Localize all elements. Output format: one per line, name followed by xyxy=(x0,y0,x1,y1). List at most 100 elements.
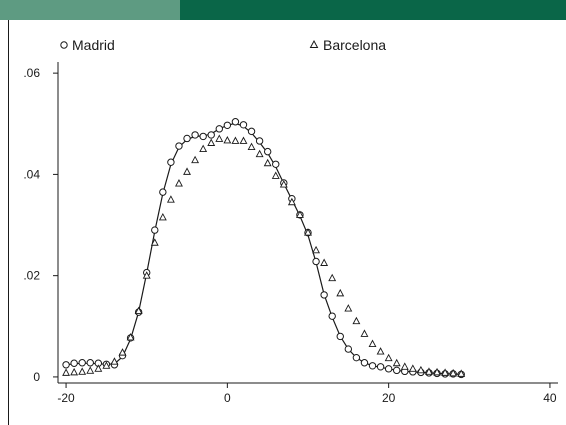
barcelona-point xyxy=(183,167,191,175)
madrid-point xyxy=(376,363,385,371)
madrid-point xyxy=(239,121,248,129)
barcelona-point xyxy=(328,273,337,282)
barcelona-point xyxy=(336,288,345,297)
barcelona-point xyxy=(158,212,167,221)
legend-label-madrid: Madrid xyxy=(72,37,115,53)
legend-marker-madrid xyxy=(60,41,68,49)
x-tick-label: 20 xyxy=(382,391,396,405)
barcelona-point xyxy=(433,367,441,376)
barcelona-point xyxy=(384,353,393,362)
barcelona-point xyxy=(304,228,312,236)
y-tick-label: .04 xyxy=(23,167,40,181)
barcelona-point xyxy=(271,171,280,179)
legend: Madrid Barcelona xyxy=(60,37,386,53)
barcelona-point xyxy=(126,332,135,341)
barcelona-point xyxy=(352,316,361,325)
barcelona-point xyxy=(344,304,353,312)
madrid-point xyxy=(255,137,264,145)
madrid-point xyxy=(191,131,199,139)
barcelona-point xyxy=(215,134,224,142)
madrid-point xyxy=(263,147,272,156)
barcelona-point xyxy=(287,197,296,206)
madrid-point xyxy=(231,118,240,126)
barcelona-point xyxy=(416,365,425,374)
barcelona-point xyxy=(263,158,272,167)
madrid-point xyxy=(320,291,328,299)
left-border-rule xyxy=(8,20,9,425)
barcelona-point xyxy=(78,367,87,375)
barcelona-point xyxy=(191,155,200,164)
madrid-point xyxy=(393,366,401,375)
madrid-point xyxy=(86,359,94,367)
madrid-point xyxy=(312,257,320,266)
madrid-point xyxy=(328,312,336,320)
barcelona-point xyxy=(134,306,143,315)
barcelona-point xyxy=(166,195,175,203)
madrid-point xyxy=(175,142,183,150)
madrid-point xyxy=(151,226,159,234)
barcelona-point xyxy=(441,368,450,376)
barcelona-point xyxy=(118,348,127,356)
madrid-point xyxy=(207,131,215,139)
barcelona-point xyxy=(239,136,248,144)
barcelona-point xyxy=(175,179,183,187)
barcelona-point xyxy=(231,136,240,144)
madrid-point xyxy=(247,127,256,136)
barcelona-point xyxy=(150,238,159,246)
data-markers xyxy=(62,118,466,379)
madrid-point xyxy=(272,160,280,168)
madrid-point xyxy=(78,359,86,367)
madrid-point xyxy=(336,332,344,341)
x-tick-label: 40 xyxy=(543,391,557,405)
barcelona-point xyxy=(86,366,95,374)
barcelona-point xyxy=(62,368,71,376)
madrid-point xyxy=(183,134,191,143)
header-bar-left-segment xyxy=(0,0,180,20)
barcelona-point xyxy=(94,364,103,372)
barcelona-point xyxy=(223,136,232,144)
x-tick-label: 0 xyxy=(224,391,231,405)
barcelona-point xyxy=(392,358,401,367)
barcelona-point xyxy=(142,271,151,279)
axis-ticks: -20 0 20 40 0 .02 .04 .06 xyxy=(23,66,557,405)
madrid-point xyxy=(199,132,207,141)
barcelona-point xyxy=(360,329,369,337)
barcelona-point xyxy=(320,258,329,266)
header-bar xyxy=(0,0,566,20)
barcelona-point xyxy=(295,210,304,218)
barcelona-point xyxy=(457,369,466,377)
barcelona-point xyxy=(247,142,256,151)
madrid-point xyxy=(368,362,377,370)
barcelona-point xyxy=(207,138,216,146)
barcelona-point xyxy=(425,367,433,375)
madrid-fitted-line xyxy=(66,122,462,375)
barcelona-point xyxy=(110,357,119,365)
madrid-point xyxy=(62,361,70,369)
barcelona-point xyxy=(368,339,377,347)
y-tick-label: .02 xyxy=(23,269,40,283)
barcelona-point xyxy=(400,362,409,370)
madrid-point xyxy=(159,188,167,196)
barcelona-point xyxy=(312,245,321,254)
barcelona-point xyxy=(376,347,385,355)
madrid-point xyxy=(70,359,78,367)
legend-label-barcelona: Barcelona xyxy=(323,37,386,53)
x-tick-label: -20 xyxy=(57,391,75,405)
madrid-point xyxy=(360,359,369,367)
barcelona-point xyxy=(255,149,264,158)
madrid-point xyxy=(352,353,361,362)
madrid-point xyxy=(215,125,223,133)
barcelona-point xyxy=(102,361,111,369)
barcelona-point xyxy=(408,364,417,372)
madrid-point xyxy=(223,121,232,129)
legend-marker-barcelona xyxy=(309,39,319,48)
barcelona-point xyxy=(449,368,458,377)
barcelona-point xyxy=(279,180,288,188)
madrid-point xyxy=(344,345,353,353)
madrid-point xyxy=(167,158,175,166)
barcelona-point xyxy=(199,144,208,153)
madrid-point xyxy=(384,365,393,373)
y-tick-label: 0 xyxy=(33,370,40,384)
barcelona-point xyxy=(70,367,79,376)
